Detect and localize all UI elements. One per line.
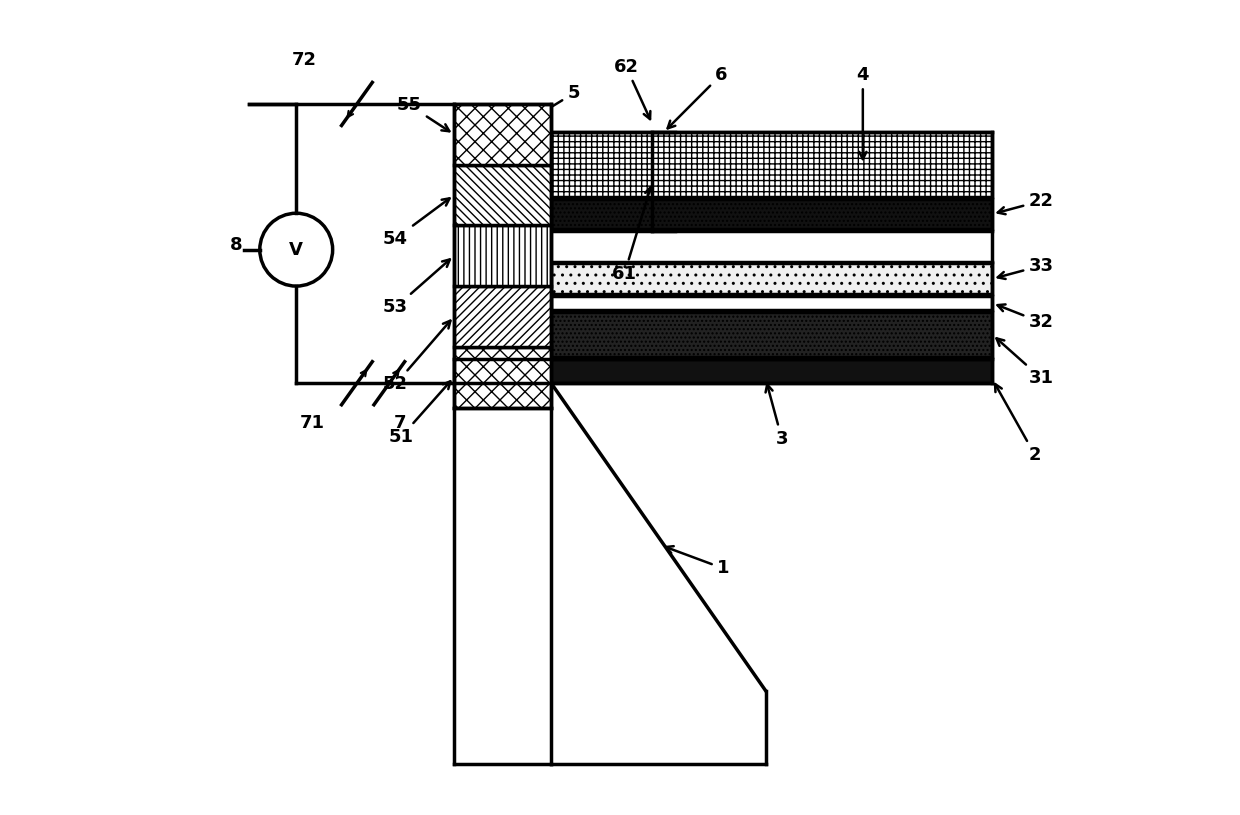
Bar: [454, 286, 552, 347]
Bar: [454, 347, 552, 408]
Bar: [454, 226, 552, 286]
Bar: [454, 104, 552, 165]
Text: 71: 71: [300, 414, 325, 432]
Bar: [454, 165, 552, 226]
Bar: [552, 263, 992, 294]
Text: 54: 54: [383, 198, 450, 248]
Text: 5: 5: [511, 84, 580, 131]
Bar: [552, 231, 992, 262]
Text: 22: 22: [998, 192, 1054, 214]
Text: 8: 8: [229, 236, 243, 253]
Text: 62: 62: [614, 58, 650, 119]
Text: V: V: [289, 240, 303, 258]
Text: 53: 53: [383, 259, 450, 316]
Bar: [552, 132, 992, 197]
Text: 33: 33: [998, 257, 1054, 279]
Bar: [454, 359, 992, 383]
Text: 32: 32: [997, 305, 1054, 332]
Text: 72: 72: [291, 51, 316, 69]
Bar: [552, 312, 992, 357]
Text: 2: 2: [994, 384, 1042, 464]
Text: 1: 1: [666, 546, 729, 578]
Text: 61: 61: [611, 187, 652, 283]
Bar: [552, 296, 992, 311]
Text: 4: 4: [857, 66, 869, 159]
Text: 55: 55: [397, 96, 449, 131]
Text: 31: 31: [997, 338, 1054, 387]
Bar: [552, 199, 992, 229]
Text: 6: 6: [667, 66, 728, 128]
Text: 3: 3: [765, 385, 789, 448]
Text: 51: 51: [388, 381, 450, 446]
Text: 52: 52: [383, 320, 450, 394]
Text: 7: 7: [393, 414, 405, 432]
